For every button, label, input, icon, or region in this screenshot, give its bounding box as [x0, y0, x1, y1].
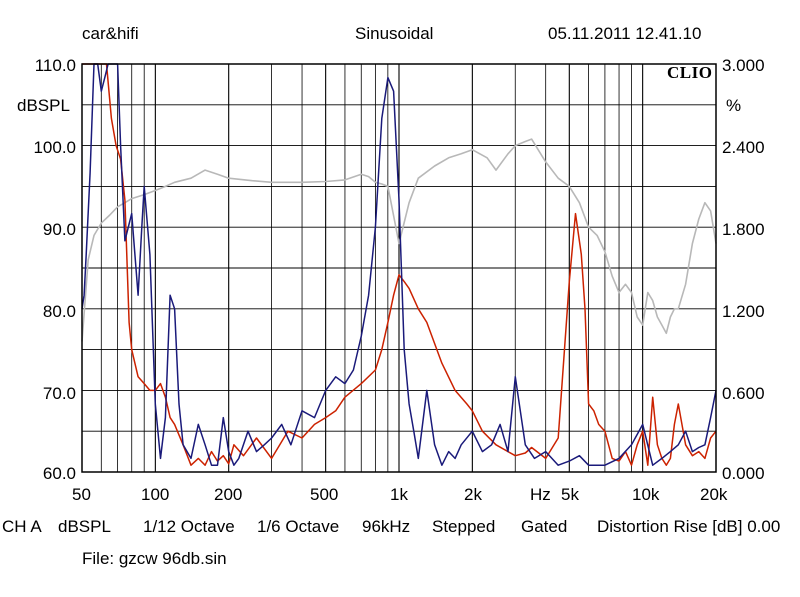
header-chart-type: Sinusoidal: [355, 24, 434, 43]
x-tick-label: 1k: [390, 485, 408, 504]
y-right-tick-label: 3.000: [722, 56, 765, 75]
y-right-tick-label: 2.400: [722, 138, 765, 157]
footer-smoothing-1: 1/12 Octave: [143, 517, 235, 536]
distortion-h2-curve: [82, 63, 717, 466]
y-axis-unit-label: dBSPL: [17, 96, 70, 115]
clio-logo: CLIO: [667, 63, 713, 82]
y-tick-label: 90.0: [42, 220, 76, 239]
x-tick-label: 20k: [700, 485, 728, 504]
plot-frame: [81, 63, 717, 473]
header-timestamp: 05.11.2011 12.41.10: [548, 24, 702, 43]
y-tick-label: 70.0: [42, 384, 76, 403]
x-tick-label: 500: [310, 485, 339, 504]
x-tick-label: 2k: [464, 485, 482, 504]
y-tick-label: 100.0: [33, 138, 76, 157]
footer-smoothing-2: 1/6 Octave: [257, 517, 340, 536]
footer-units: dBSPL: [58, 517, 111, 536]
response-curve: [81, 138, 717, 342]
y-right-tick-label: 0.600: [722, 384, 765, 403]
footer-distortion-rise: Distortion Rise [dB] 0.00: [597, 517, 781, 536]
footer-channel: CH A: [2, 517, 42, 536]
x-axis-unit-label: Hz: [530, 485, 551, 504]
y-right-tick-label: 1.800: [722, 220, 765, 239]
series-layer: [81, 63, 717, 466]
y-tick-label: 60.0: [42, 464, 76, 483]
y-tick-label: 110.0: [34, 56, 76, 75]
y-right-tick-label: 1.200: [722, 302, 765, 321]
x-tick-label: 200: [214, 485, 243, 504]
footer-sample-rate: 96kHz: [362, 517, 411, 536]
x-tick-label: 10k: [632, 485, 660, 504]
y-right-tick-label: 0.000: [722, 464, 765, 483]
grid: [82, 64, 716, 472]
x-tick-label: 50: [72, 485, 91, 504]
footer-mode-gated: Gated: [521, 517, 568, 536]
y-tick-label: 80.0: [42, 302, 76, 321]
y-right-axis-unit-label: %: [726, 96, 742, 115]
x-tick-label: 5k: [561, 485, 579, 504]
x-tick-label: 100: [141, 485, 170, 504]
footer-mode-stepped: Stepped: [432, 517, 496, 536]
header-left-title: car&hifi: [82, 24, 139, 43]
footer-file-name: File: gzcw 96db.sin: [82, 549, 227, 568]
distortion-h3-curve: [81, 63, 717, 466]
